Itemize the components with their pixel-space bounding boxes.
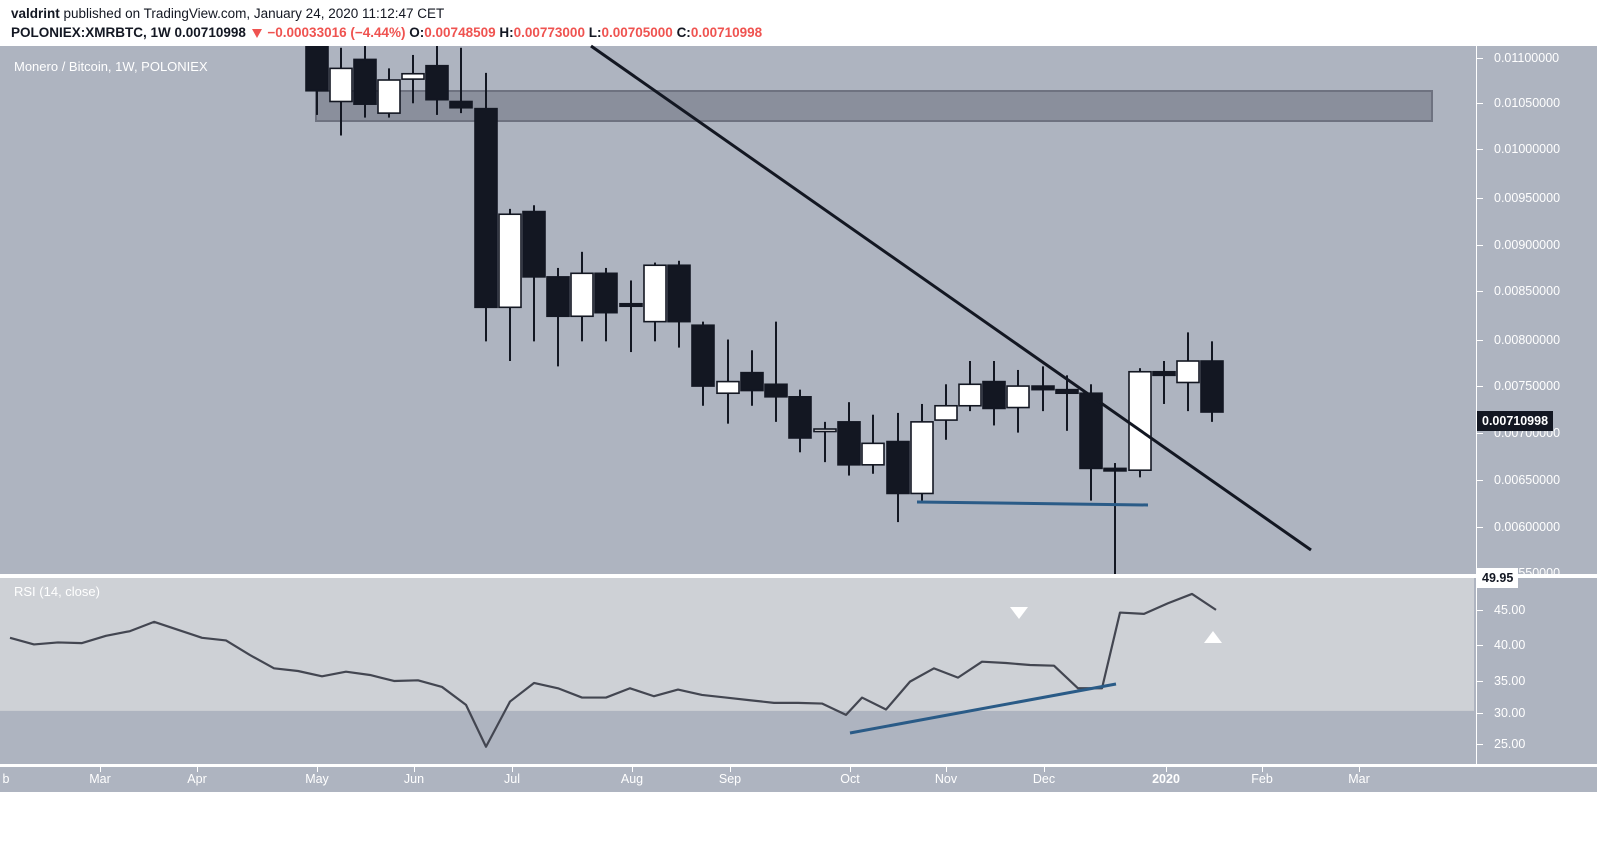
rsi-axis[interactable] (1474, 578, 1597, 764)
time-axis-label: 2020 (1152, 772, 1180, 786)
triangle-down-icon (251, 29, 262, 38)
time-axis-label: Mar (89, 772, 111, 786)
rsi-axis-label: 40.00 (1494, 638, 1526, 652)
time-axis-label: Aug (620, 772, 644, 786)
author-name: valdrint (11, 6, 60, 21)
rsi-axis-label-tick (1477, 645, 1483, 646)
price-axis-label-tick (1477, 340, 1483, 341)
publish-line: valdrint published on TradingView.com, J… (11, 6, 444, 21)
price-axis-label-tick (1477, 103, 1483, 104)
low-value: 0.00705000 (601, 25, 673, 40)
last-price: 0.00710998 (174, 25, 246, 40)
axis-divider (1476, 46, 1477, 764)
time-axis-tick (512, 766, 513, 772)
time-axis-tick (1044, 766, 1045, 772)
price-axis[interactable] (1474, 46, 1597, 574)
time-axis-tick (946, 766, 947, 772)
publish-text: published on TradingView.com, January 24… (63, 6, 445, 21)
current-price-badge: 0.00710998 (1477, 411, 1554, 431)
price-pane-title: Monero / Bitcoin, 1W, POLONIEX (14, 59, 208, 74)
price-axis-label-tick (1477, 291, 1483, 292)
price-axis-label-tick (1477, 245, 1483, 246)
price-axis-label: 0.00900000 (1494, 238, 1561, 252)
time-axis-label: Feb (1251, 772, 1273, 786)
rsi-axis-label-tick (1477, 744, 1483, 745)
rsi-bottom-separator (0, 764, 1597, 766)
price-axis-label: 0.00800000 (1494, 333, 1561, 347)
price-axis-label-tick (1477, 198, 1483, 199)
time-axis-label: Apr (187, 772, 207, 786)
rsi-axis-label-tick (1477, 713, 1483, 714)
current-rsi-badge: 49.95 (1477, 568, 1519, 588)
chart-header: valdrint published on TradingView.com, J… (0, 0, 1597, 46)
price-axis-label: 0.00750000 (1494, 379, 1561, 393)
rsi-axis-label-tick (1477, 681, 1483, 682)
rsi-pane-title: RSI (14, close) (14, 584, 100, 599)
price-axis-label-tick (1477, 58, 1483, 59)
price-axis-label-tick (1477, 149, 1483, 150)
high-key: H: (499, 25, 514, 40)
time-axis-label: Jul (504, 772, 520, 786)
price-axis-label: 0.01050000 (1494, 96, 1561, 110)
time-axis-label: Oct (840, 772, 860, 786)
time-axis[interactable] (0, 766, 1597, 792)
low-key: L: (588, 25, 602, 40)
rsi-axis-label: 25.00 (1494, 737, 1526, 751)
open-value: 0.00748509 (424, 25, 496, 40)
time-axis-tick (414, 766, 415, 772)
time-axis-label: Mar (1348, 772, 1370, 786)
time-axis-tick (632, 766, 633, 772)
time-axis-label: Dec (1032, 772, 1056, 786)
time-axis-tick (730, 766, 731, 772)
time-axis-label: Sep (718, 772, 742, 786)
time-axis-tick (1359, 766, 1360, 772)
rsi-axis-label: 45.00 (1494, 603, 1526, 617)
time-axis-label: May (305, 772, 329, 786)
price-axis-label-tick (1477, 480, 1483, 481)
time-axis-tick (197, 766, 198, 772)
price-axis-label: 0.00600000 (1494, 520, 1561, 534)
price-change: −0.00033016 (−4.44%) (267, 25, 406, 40)
time-axis-label: Jun (403, 772, 425, 786)
price-axis-label: 0.00850000 (1494, 284, 1561, 298)
rsi-pane[interactable] (0, 578, 1474, 764)
high-value: 0.00773000 (513, 25, 585, 40)
quote-line: POLONIEX:XMRBTC, 1W 0.00710998 −0.000330… (11, 25, 762, 40)
price-axis-label: 0.00650000 (1494, 473, 1561, 487)
time-axis-label: b (2, 772, 10, 786)
time-axis-tick (1262, 766, 1263, 772)
rsi-axis-label-tick (1477, 610, 1483, 611)
price-axis-label: 0.01000000 (1494, 142, 1561, 156)
time-axis-tick (100, 766, 101, 772)
price-axis-label: 0.01100000 (1494, 51, 1560, 65)
time-axis-label: Nov (934, 772, 958, 786)
footer-bar: TradingView (0, 792, 1597, 844)
time-axis-top-border (0, 766, 1597, 767)
price-pane[interactable] (0, 46, 1474, 574)
price-axis-label-tick (1477, 386, 1483, 387)
price-axis-label-tick (1477, 433, 1483, 434)
time-axis-tick (850, 766, 851, 772)
pane-separator (0, 574, 1597, 578)
symbol-label[interactable]: POLONIEX:XMRBTC, 1W (11, 25, 171, 40)
time-axis-tick (317, 766, 318, 772)
rsi-axis-label: 35.00 (1494, 674, 1526, 688)
time-axis-tick (1166, 766, 1167, 772)
close-value: 0.00710998 (690, 25, 763, 40)
close-key: C: (676, 25, 691, 40)
price-axis-label-tick (1477, 527, 1483, 528)
price-axis-label: 0.00950000 (1494, 191, 1561, 205)
rsi-axis-label: 30.00 (1494, 706, 1526, 720)
open-key: O: (409, 25, 425, 40)
